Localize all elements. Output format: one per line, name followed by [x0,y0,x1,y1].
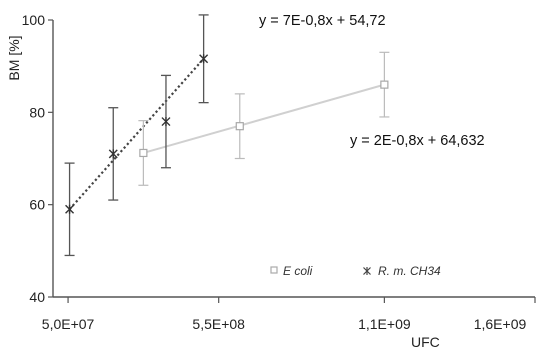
data-point-r-m-ch34 [65,204,75,214]
x-axis-label: UFC [411,334,440,350]
x-tick-label: 1,6E+09 [474,316,527,332]
data-point-e-coli [235,122,244,131]
legend-marker-r-m-ch34 [363,267,371,275]
data-point-r-m-ch34 [161,117,171,127]
y-axis-label: BM [%] [6,35,22,80]
trendlines [68,58,385,211]
y-tick-label: 60 [29,197,45,213]
x-tick-label: 5,5E+08 [192,316,245,332]
error-bars [64,14,390,257]
legend-marker-e-coli [270,266,278,274]
x-tick-label: 1,1E+09 [358,316,411,332]
trendline-r-m-ch34 [68,58,205,211]
y-tick-label: 100 [22,12,46,28]
y-tick-label: 40 [29,289,45,305]
data-point-e-coli [380,80,389,89]
data-markers [65,54,389,214]
legend-label-e-coli: E coli [283,264,313,278]
trendline-equation-e-coli: y = 2E-0,8x + 64,632 [350,133,485,149]
data-point-e-coli [139,148,148,158]
x-ticks: 5,0E+07 5,5E+08 1,1E+09 1,6E+09 [42,297,536,332]
trendline-e-coli [143,83,385,154]
x-tick-label: 5,0E+07 [42,316,95,332]
data-point-r-m-ch34 [199,54,209,64]
y-tick-label: 80 [29,104,45,120]
y-ticks: 40 60 80 100 [22,12,53,305]
trendline-equation-r-m-ch34: y = 7E-0,8x + 54,72 [259,13,386,29]
legend-label-r-m-ch34: R. m. CH34 [378,264,441,278]
legend: E coli R. m. CH34 [270,264,441,278]
data-point-r-m-ch34 [108,149,118,159]
